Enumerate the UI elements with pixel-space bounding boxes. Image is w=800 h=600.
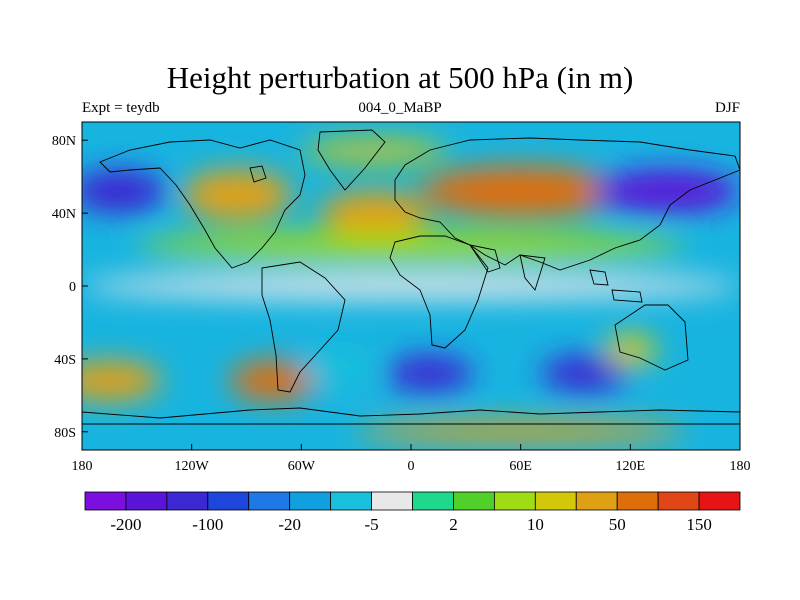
x-tick-label: 0	[408, 459, 415, 474]
field-feature	[230, 360, 318, 401]
field-feature	[82, 360, 161, 401]
field-feature	[385, 355, 474, 392]
y-tick-label: 40S	[54, 353, 76, 368]
field-feature	[182, 169, 293, 221]
y-tick-label: 80S	[54, 426, 76, 441]
colorbar-label: -5	[364, 515, 378, 534]
y-axis: 80N 40N 0 40S 80S	[52, 134, 88, 441]
y-tick-label: 80N	[52, 134, 76, 149]
colorbar-box	[534, 491, 577, 511]
field-feature	[301, 140, 448, 163]
colorbar-box	[125, 491, 168, 511]
colorbar-box	[657, 491, 700, 511]
colorbar-label: 2	[449, 515, 458, 534]
colorbar-box	[575, 491, 618, 511]
colorbar-label: -100	[192, 515, 223, 534]
chart-title: Height perturbation at 500 hPa (in m)	[166, 60, 634, 95]
colorbar-label: -20	[278, 515, 301, 534]
y-tick-label: 40N	[52, 207, 76, 222]
field-feature	[319, 191, 430, 235]
colorbar-box	[453, 491, 495, 511]
colorbar-label: 10	[527, 515, 544, 534]
colorbar-box	[412, 491, 454, 511]
colorbar-label: 50	[609, 515, 626, 534]
run-label: 004_0_MaBP	[358, 100, 442, 116]
colorbar: -200 -100 -20 -5 2 10 50 150	[84, 491, 741, 534]
field-feature	[356, 420, 686, 443]
x-tick-label: 120E	[616, 459, 646, 474]
colorbar-box	[698, 491, 741, 511]
colorbar-box	[493, 491, 536, 511]
field-feature	[136, 231, 686, 261]
x-tick-label: 180	[72, 459, 93, 474]
field-feature	[420, 165, 622, 217]
experiment-label: Expt = teydb	[82, 100, 160, 116]
field-feature	[301, 349, 375, 387]
field-feature	[540, 355, 629, 392]
colorbar-label: 150	[686, 515, 712, 534]
colorbar-box	[207, 491, 250, 511]
colorbar-box	[330, 491, 372, 511]
y-tick-label: 0	[69, 280, 76, 295]
colorbar-box	[248, 491, 291, 511]
x-axis: 180 120W 60W 0 60E 120E 180	[72, 444, 751, 474]
colorbar-box	[616, 491, 659, 511]
field-feature	[593, 169, 740, 214]
field-feature	[82, 169, 167, 214]
x-tick-label: 120W	[175, 459, 210, 474]
x-tick-label: 60W	[288, 459, 316, 474]
x-tick-label: 180	[730, 459, 751, 474]
coastlines	[82, 129, 740, 425]
colorbar-box	[166, 491, 209, 511]
height-field	[82, 122, 740, 450]
colorbar-box	[84, 491, 127, 511]
colorbar-label: -200	[110, 515, 141, 534]
x-tick-label: 60E	[509, 459, 532, 474]
colorbar-box	[371, 491, 413, 511]
field-feature	[82, 273, 740, 299]
colorbar-box	[289, 491, 332, 511]
season-label: DJF	[714, 100, 740, 116]
field-feature	[604, 333, 656, 367]
